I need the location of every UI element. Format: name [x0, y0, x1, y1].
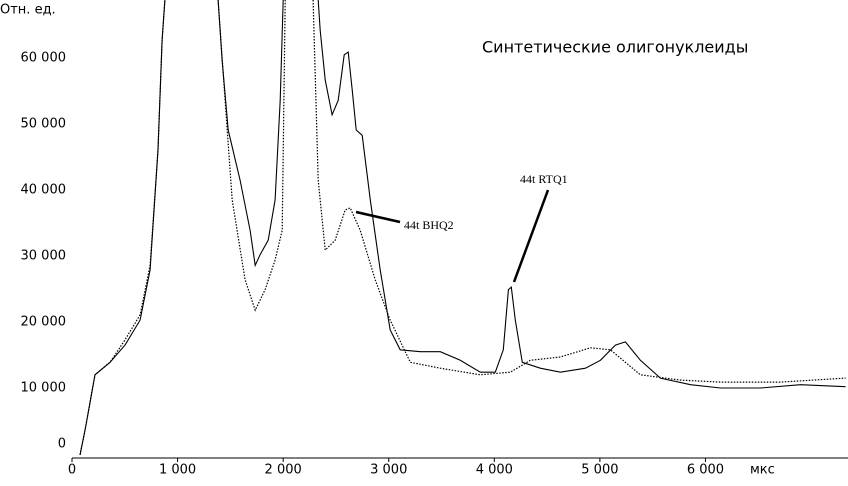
y-axis-label: Отн. ед. [0, 3, 56, 18]
x-tick-label: 4 000 [476, 463, 513, 478]
x-tick-label: 0 [68, 463, 76, 478]
y-tick-label: 30 000 [21, 249, 67, 264]
y-tick-label: 50 000 [21, 117, 67, 132]
series-line [79, 0, 846, 456]
y-tick-label: 20 000 [21, 315, 67, 330]
y-tick-label: 60 000 [21, 51, 67, 66]
y-tick-label: 40 000 [21, 183, 67, 198]
annotation: 44t BHQ2 [404, 218, 454, 232]
x-tick-label: 5 000 [581, 463, 618, 478]
annotation-pointer [355, 210, 401, 224]
annotation: 44t RTQ1 [520, 172, 568, 186]
series-line [79, 0, 846, 456]
x-tick-label: 3 000 [370, 463, 407, 478]
y-tick-label: 10 000 [21, 381, 67, 396]
chart-title: Синтетические олигонуклеиды [482, 38, 748, 57]
annotation-pointer [512, 189, 550, 283]
x-tick-label: 6 000 [687, 463, 724, 478]
x-axis-label: мкс [750, 463, 775, 478]
x-tick-label: 1 000 [159, 463, 196, 478]
x-tick-label: 2 000 [265, 463, 302, 478]
y-tick-label: 0 [58, 437, 66, 452]
